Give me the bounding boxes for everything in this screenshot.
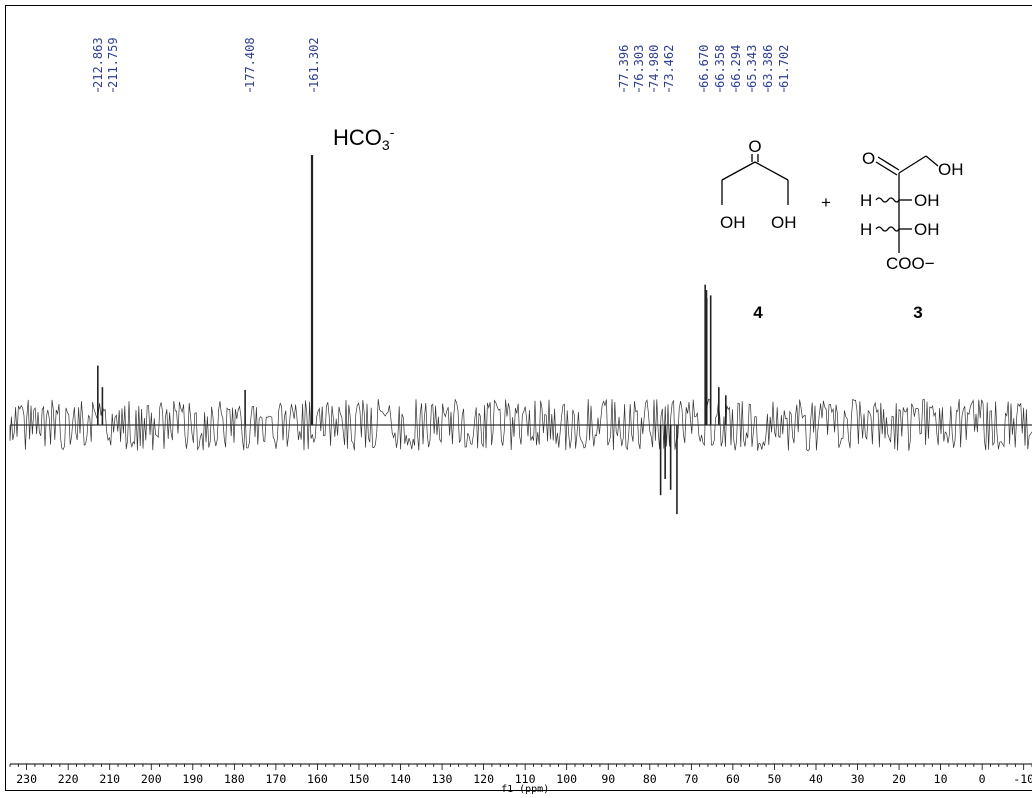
x-tick-label: 60 [726,772,740,786]
peak-label: 66.294 [729,45,743,88]
hco3-main: HCO [333,125,382,150]
peak-label: 74.980 [647,45,661,88]
x-tick-label: 130 [432,772,453,786]
c3-wavy-bond [875,226,900,232]
x-tick-label: 80 [643,772,657,786]
peak-label: 76.303 [632,45,646,88]
c3-o-label: O [862,149,875,168]
peak-label: 66.358 [713,45,727,88]
peak-label: 66.670 [697,45,711,88]
c3-h1-label: H [860,191,872,210]
peak-label: 177.408 [243,37,257,88]
peak-label: 73.462 [662,45,676,88]
x-tick-label: 200 [141,772,162,786]
x-tick-label: 20 [892,772,906,786]
c3-oh2-label: OH [914,220,940,239]
x-tick-label: 230 [16,772,37,786]
c3-wavy-bond [875,197,900,203]
baseline-noise [9,398,1032,452]
c3-oh-top-label: OH [938,160,964,179]
peak-label: 77.396 [617,45,631,88]
peak-labels: 212.863 211.759 177.408 161.302 77.396 76.303… [91,37,791,92]
x-tick-label: 190 [182,772,203,786]
x-tick-label: 120 [473,772,494,786]
x-tick-label: 90 [601,772,615,786]
c3-bond [925,155,939,167]
peak-label: 212.863 [91,37,105,88]
peak-label: 211.759 [106,37,120,88]
hco3-subscript: 3 [381,137,390,153]
peak-label: 61.702 [777,45,791,88]
compound-3-structure [875,155,939,253]
peak-label: 65.343 [745,45,759,88]
c3-coo-label: COO− [886,254,935,273]
spectrum-frame [5,5,1032,791]
compound-4-structure [721,154,789,205]
x-tick-label: -10 [1013,772,1032,786]
peak-label: 161.302 [307,37,321,88]
x-tick-label: 140 [390,772,411,786]
c4-o-label: O [748,137,761,156]
c3-carbonyl-bond [875,161,898,176]
c4-oh-left-label: OH [720,213,746,232]
x-tick-label: 50 [767,772,781,786]
peak-label: 63.386 [761,45,775,88]
c4-bond [754,161,789,181]
peaks [97,155,727,515]
c3-bond [898,155,927,174]
x-tick-label: 170 [265,772,286,786]
x-tick-label: 220 [58,772,79,786]
c4-oh-right-label: OH [771,213,797,232]
compound-3-number: 3 [913,303,922,322]
x-tick-label: 150 [349,772,370,786]
x-tick-label: 100 [556,772,577,786]
x-tick-label: 160 [307,772,328,786]
bicarbonate-label: HCO3- [333,124,394,153]
x-tick-label: 180 [224,772,245,786]
compound-4-number: 4 [753,303,763,322]
x-tick-label: 10 [934,772,948,786]
noise-trace [9,398,1032,452]
x-tick-label: 210 [99,772,120,786]
x-axis: 230 220 210 200 190 180 170 160 150 140 130 120 110 1… [9,763,1032,795]
x-tick-label: 40 [809,772,823,786]
x-tick-label: 110 [515,772,536,786]
c3-oh1-label: OH [914,191,940,210]
x-tick-label: 70 [684,772,698,786]
c3-h2-label: H [860,220,872,239]
hco3-superscript: - [389,124,395,140]
c3-carbonyl-bond [877,156,900,171]
x-tick-label: 0 [979,772,986,786]
x-axis-title: f1 (ppm) [501,784,549,795]
c4-bond [721,161,756,181]
plus-sign: + [821,193,831,212]
x-tick-label: 30 [851,772,865,786]
